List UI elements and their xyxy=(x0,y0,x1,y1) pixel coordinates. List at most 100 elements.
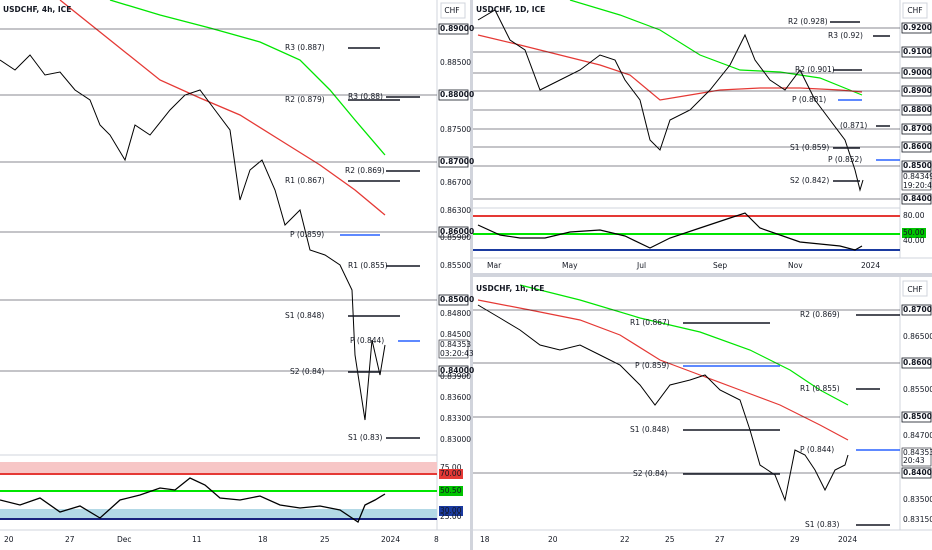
price-label-box xyxy=(901,104,932,116)
price-label: 0.84000 xyxy=(440,366,474,375)
pivot-label: P (0.844) xyxy=(800,445,834,454)
time-label: 2024 xyxy=(861,261,880,270)
price-label-box xyxy=(438,156,469,168)
price-label-box xyxy=(901,46,932,58)
price-label: 0.88500 xyxy=(440,58,471,67)
rsi-label-box xyxy=(902,228,926,238)
price-label: 0.89000 xyxy=(903,86,932,95)
price-label-box xyxy=(901,160,932,172)
currency: CHF xyxy=(907,285,922,294)
price-label: 0.83150 xyxy=(903,515,932,524)
price-label: 0.89000 xyxy=(440,24,474,33)
price-label: 0.84000 xyxy=(903,194,932,203)
rsi-label: 25.00 xyxy=(440,512,462,521)
price-label-box xyxy=(438,226,469,238)
ma-green xyxy=(519,284,849,406)
price-4h xyxy=(0,54,386,421)
pivot-label: R2 (0.879) xyxy=(285,95,325,104)
current-price-box xyxy=(901,171,932,191)
current-price: 0.84353 xyxy=(440,340,471,349)
price-label: 0.87000 xyxy=(903,124,932,133)
rsi-label: 50.50 xyxy=(440,486,462,495)
price-label-box xyxy=(438,23,469,35)
pivot-label: P (0.859) xyxy=(290,230,324,239)
time-label: 22 xyxy=(620,535,630,544)
currency-box xyxy=(902,2,928,19)
price-label-box xyxy=(901,467,932,479)
price-label-box xyxy=(901,193,932,205)
price-label: 0.88000 xyxy=(903,105,932,114)
time-label: 11 xyxy=(192,535,202,544)
price-label: 0.87000 xyxy=(903,305,932,314)
pivot-label: R3 (0.92) xyxy=(828,31,863,40)
pivot-label: R2 (0.901) xyxy=(795,65,835,74)
price-label-box xyxy=(901,22,932,34)
time-label: May xyxy=(562,261,578,270)
current-price-box xyxy=(438,339,469,359)
price-label: 0.85500 xyxy=(903,385,932,394)
rsi-label: 40.00 xyxy=(903,236,925,245)
price-1h xyxy=(477,304,849,502)
time-label: Mar xyxy=(487,261,502,270)
panel-1d xyxy=(473,0,932,273)
time-label: 27 xyxy=(65,535,75,544)
rsi-label-box xyxy=(439,469,463,479)
pivot-label: R2 (0.869) xyxy=(800,310,840,319)
currency: CHF xyxy=(907,6,922,15)
rsi-line xyxy=(0,477,386,523)
rsi-line xyxy=(477,212,863,251)
pivot-label: S1 (0.83) xyxy=(348,433,383,442)
rsi-label-box xyxy=(439,506,463,516)
rsi-label: 80.00 xyxy=(903,211,925,220)
time-label: 20 xyxy=(548,535,558,544)
countdown: 20:43 xyxy=(903,456,925,465)
currency: CHF xyxy=(444,6,459,15)
price-label: 0.86000 xyxy=(903,358,932,367)
currency-box xyxy=(902,280,928,297)
price-label: 0.85900 xyxy=(440,233,471,242)
countdown: 19:20:43 xyxy=(903,181,932,190)
price-label: 0.86700 xyxy=(440,178,471,187)
pivot-label: R1 (0.867) xyxy=(630,318,670,327)
ma-green xyxy=(569,0,863,96)
price-label: 0.86000 xyxy=(440,227,474,236)
time-label: 18 xyxy=(480,535,490,544)
pivot-label: S1 (0.83) xyxy=(805,520,840,529)
price-label-box xyxy=(901,304,932,316)
rsi-oversold-zone xyxy=(0,509,437,519)
currency-box xyxy=(440,2,466,19)
price-label-box xyxy=(901,141,932,153)
pivot-label: R1 (0.855) xyxy=(348,261,388,270)
price-label: 0.84700 xyxy=(903,431,932,440)
pivot-label: R3 (0.887) xyxy=(285,43,325,52)
price-label: 0.84800 xyxy=(440,309,471,318)
pivot-label: P (0.844) xyxy=(350,336,384,345)
rsi-label: 30.00 xyxy=(440,506,462,515)
time-label: Jul xyxy=(636,261,646,270)
pivot-label: S1 (0.848) xyxy=(630,425,669,434)
time-label: 29 xyxy=(790,535,800,544)
countdown: 03:20:43 xyxy=(440,349,474,358)
time-label: Sep xyxy=(713,261,727,270)
price-label: 0.84000 xyxy=(903,468,932,477)
price-label: 0.84500 xyxy=(440,330,471,339)
panel-title: USDCHF, 1h, ICE xyxy=(476,284,544,293)
panel-title: USDCHF, 1D, ICE xyxy=(476,5,545,14)
ma-red xyxy=(59,0,386,216)
pivot-label: S1 (0.848) xyxy=(285,311,324,320)
panel-1h xyxy=(473,277,932,550)
price-label: 0.85000 xyxy=(440,295,474,304)
price-label: 0.83300 xyxy=(440,414,471,423)
price-label: 0.83900 xyxy=(440,372,471,381)
pivot-label: P (0.859) xyxy=(635,361,669,370)
rsi-label: 50.00 xyxy=(903,228,925,237)
price-label: 0.83000 xyxy=(440,435,471,444)
current-price-box xyxy=(901,447,932,467)
time-label: Nov xyxy=(788,261,803,270)
pivot-label: R2 (0.869) xyxy=(345,166,385,175)
current-price: 0.84353 xyxy=(903,448,932,457)
pivot-label: S2 (0.842) xyxy=(790,176,829,185)
